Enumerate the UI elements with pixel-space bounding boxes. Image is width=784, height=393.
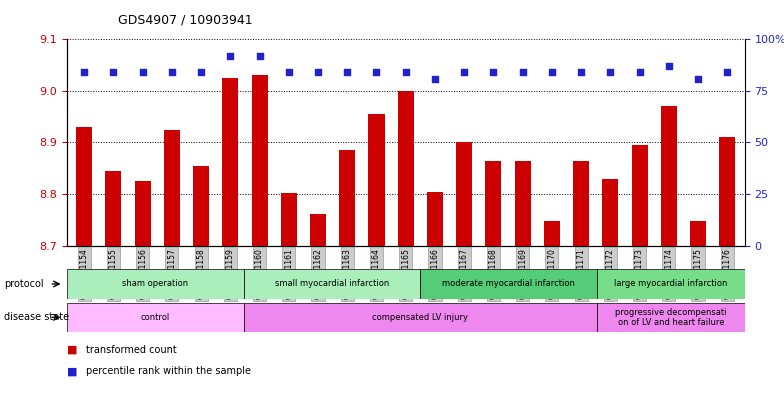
Text: ■: ■ [67, 366, 77, 376]
Bar [427, 193, 443, 246]
Point [604, 69, 616, 75]
Point [282, 69, 295, 75]
Point [312, 69, 325, 75]
Bar [573, 160, 589, 246]
Bar [397, 91, 414, 246]
Bar [252, 75, 267, 246]
Bar [632, 145, 648, 246]
Text: GDS4907 / 10903941: GDS4907 / 10903941 [118, 14, 252, 27]
Point [662, 63, 675, 69]
Bar [281, 193, 297, 246]
Bar [76, 127, 93, 246]
Point [546, 69, 558, 75]
Bar [105, 171, 122, 246]
Point [136, 69, 149, 75]
Point [429, 75, 441, 82]
Point [721, 69, 734, 75]
Point [341, 69, 354, 75]
Bar [193, 166, 209, 246]
Bar [597, 303, 745, 332]
Bar [67, 303, 244, 332]
Bar [67, 269, 244, 299]
Text: ■: ■ [67, 345, 77, 355]
Text: percentile rank within the sample: percentile rank within the sample [86, 366, 251, 376]
Bar [602, 178, 619, 246]
Point [195, 69, 208, 75]
Text: disease state: disease state [4, 312, 69, 322]
Point [399, 69, 412, 75]
Text: moderate myocardial infarction: moderate myocardial infarction [442, 279, 575, 288]
Point [370, 69, 383, 75]
Bar [339, 150, 355, 246]
Bar [544, 221, 560, 246]
Point [224, 53, 237, 59]
Text: sham operation: sham operation [122, 279, 188, 288]
Text: progressive decompensati
on of LV and heart failure: progressive decompensati on of LV and he… [615, 308, 727, 327]
Point [458, 69, 470, 75]
Bar [244, 269, 420, 299]
Bar [690, 221, 706, 246]
Point [78, 69, 90, 75]
Text: compensated LV injury: compensated LV injury [372, 313, 469, 322]
Bar [456, 142, 472, 246]
Bar [244, 303, 597, 332]
Text: protocol: protocol [4, 279, 44, 289]
Point [517, 69, 529, 75]
Point [575, 69, 587, 75]
Bar [597, 269, 745, 299]
Bar [719, 137, 735, 246]
Bar [164, 130, 180, 246]
Text: transformed count: transformed count [86, 345, 177, 355]
Bar [661, 107, 677, 246]
Bar [368, 114, 384, 246]
Text: small myocardial infarction: small myocardial infarction [275, 279, 389, 288]
Point [165, 69, 178, 75]
Bar [223, 78, 238, 246]
Bar [135, 181, 151, 246]
Point [691, 75, 704, 82]
Point [253, 53, 266, 59]
Text: control: control [140, 313, 169, 322]
Bar [310, 214, 326, 246]
Bar [485, 160, 502, 246]
Point [633, 69, 646, 75]
Text: large myocardial infarction: large myocardial infarction [615, 279, 728, 288]
Bar [420, 269, 597, 299]
Point [487, 69, 499, 75]
Bar [514, 160, 531, 246]
Point [107, 69, 120, 75]
